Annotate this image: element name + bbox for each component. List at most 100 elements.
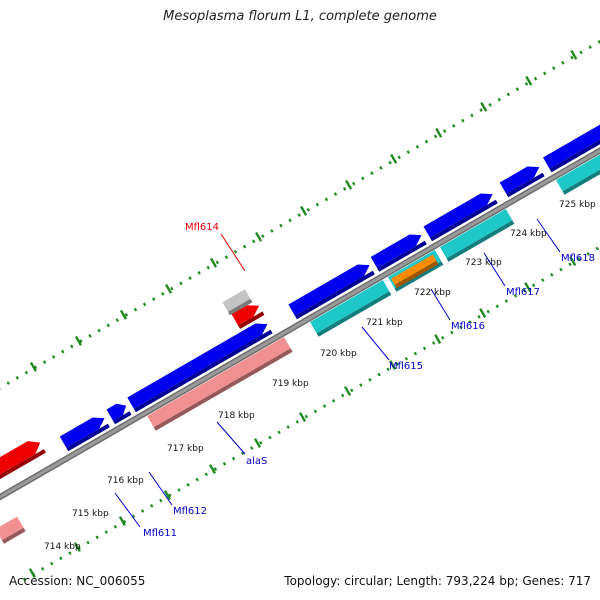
outer-tick-ring-minor xyxy=(70,344,74,349)
inner-tick-ring-minor xyxy=(213,467,218,471)
outer-tick-ring-minor xyxy=(251,239,256,244)
outer-tick-ring-minor xyxy=(542,71,547,76)
inner-tick-ring-major xyxy=(208,464,217,474)
inner-tick-ring-minor xyxy=(359,383,363,387)
scale-label-714-kbp: 714 kbp xyxy=(44,542,81,552)
outer-tick-ring-minor xyxy=(97,328,101,333)
feature-trna-bottom-side xyxy=(1,527,26,544)
inner-tick-ring-minor xyxy=(259,440,263,445)
scale-label-721-kbp: 721 kbp xyxy=(366,318,403,328)
outer-tick-ring-minor xyxy=(552,66,556,71)
map-title: Mesoplasma florum L1, complete genome xyxy=(163,9,437,24)
feature-mfl619-rev-side xyxy=(562,169,600,195)
outer-tick-ring-minor xyxy=(497,97,501,102)
gene-label-mfl615: Mfl615 xyxy=(389,361,423,372)
inner-tick-ring-minor xyxy=(340,393,345,398)
inner-tick-ring-minor xyxy=(277,430,281,435)
outer-tick-ring-minor xyxy=(588,45,592,50)
inner-tick-ring-minor xyxy=(250,446,254,450)
feature-alas xyxy=(127,323,268,409)
feature-alas-rev xyxy=(147,337,291,428)
inner-tick-ring-minor xyxy=(577,257,581,261)
outer-tick-ring-minor xyxy=(188,276,192,281)
feature-mfl617 xyxy=(423,193,493,238)
leader-line-mfl617 xyxy=(483,252,506,287)
inner-tick-ring-major xyxy=(569,256,577,266)
inner-tick-ring-minor xyxy=(68,551,72,555)
inner-tick-ring-major xyxy=(524,282,532,292)
outer-tick-ring-minor xyxy=(361,176,365,181)
inner-tick-ring-minor xyxy=(95,535,99,540)
outer-tick-ring-minor xyxy=(279,223,283,228)
inner-tick-ring-minor xyxy=(131,514,136,519)
gene-label-alas: alaS xyxy=(246,456,267,467)
outer-tick-ring-major xyxy=(300,205,308,216)
gene-label-mfl614: Mfl614 xyxy=(185,222,219,233)
topology-text: Topology: circular; Length: 793,224 bp; … xyxy=(284,574,591,588)
inner-tick-ring-major xyxy=(299,412,307,422)
inner-tick-ring-major xyxy=(434,334,442,344)
inner-tick-ring-minor xyxy=(531,283,536,288)
feature-trna-bottom xyxy=(0,516,24,541)
inner-tick-ring-minor xyxy=(168,493,172,498)
inner-tick-ring-minor xyxy=(386,367,390,372)
scale-label-716-kbp: 716 kbp xyxy=(107,476,144,486)
feature-mfl612-side xyxy=(113,411,132,425)
scale-label-717-kbp: 717 kbp xyxy=(167,444,204,454)
inner-tick-ring-minor xyxy=(422,346,427,351)
inner-tick-ring-minor xyxy=(468,320,472,324)
inner-tick-ring-minor xyxy=(195,477,199,482)
feature-mfl614-grey xyxy=(222,289,251,312)
outer-tick-ring-minor xyxy=(388,160,392,165)
inner-tick-ring-minor xyxy=(140,509,145,513)
outer-tick-ring-major xyxy=(74,335,82,346)
scale-label-722-kbp: 722 kbp xyxy=(414,288,451,298)
inner-tick-ring-major xyxy=(73,542,81,552)
feature-mfl617-side xyxy=(430,199,498,242)
gene-label-mfl611: Mfl611 xyxy=(143,528,177,539)
inner-tick-ring-minor xyxy=(522,288,527,293)
inner-tick-ring-minor xyxy=(559,267,563,272)
inner-tick-ring-minor xyxy=(50,561,54,566)
gene-label-mfl617: Mfl617 xyxy=(506,287,540,298)
feature-mfl616-side xyxy=(377,240,427,272)
outer-tick-ring-minor xyxy=(233,250,238,254)
outer-tick-ring-minor xyxy=(488,103,492,107)
inner-tick-ring-minor xyxy=(159,498,163,503)
inner-tick-ring-minor xyxy=(568,262,572,267)
feature-mfl615 xyxy=(288,264,370,316)
outer-tick-ring-minor xyxy=(524,82,529,86)
outer-tick-ring-major xyxy=(255,231,263,242)
outer-tick-ring-minor xyxy=(397,155,401,160)
outer-tick-ring-minor xyxy=(579,50,583,55)
inner-tick-ring-major xyxy=(28,568,36,578)
outer-tick-ring-minor xyxy=(297,213,301,218)
outer-tick-ring-minor xyxy=(479,108,483,113)
inner-tick-ring-minor xyxy=(286,425,290,429)
outer-tick-ring-minor xyxy=(79,339,83,344)
outer-tick-ring-minor xyxy=(452,124,456,128)
feature-mfl616-rrna-side xyxy=(394,260,439,289)
inner-tick-ring-minor xyxy=(513,293,518,298)
outer-tick-ring-major xyxy=(119,309,128,320)
feature-mfl611 xyxy=(59,417,105,448)
inner-tick-ring-major xyxy=(389,360,397,370)
inner-tick-ring-minor xyxy=(595,246,600,251)
scale-label-725-kbp: 725 kbp xyxy=(559,200,596,210)
inner-tick-ring-minor xyxy=(240,451,245,456)
inner-tick-ring-minor xyxy=(295,419,299,424)
inner-tick-ring-minor xyxy=(22,577,27,582)
inner-tick-ring-minor xyxy=(495,304,499,309)
feature-mfl618-side xyxy=(506,172,545,198)
outer-tick-ring-minor xyxy=(142,302,147,307)
feature-mfl616 xyxy=(370,234,422,269)
inner-tick-ring-minor xyxy=(86,540,90,545)
outer-tick-ring-minor xyxy=(151,297,156,302)
leader-line-mfl611 xyxy=(114,492,141,528)
inner-tick-ring-minor xyxy=(331,398,336,403)
feature-mfl619-side xyxy=(549,139,600,173)
outer-tick-ring-minor xyxy=(15,376,19,380)
outer-tick-ring-minor xyxy=(242,244,247,249)
inner-tick-ring-minor xyxy=(431,341,436,345)
outer-tick-ring-minor xyxy=(406,150,410,155)
